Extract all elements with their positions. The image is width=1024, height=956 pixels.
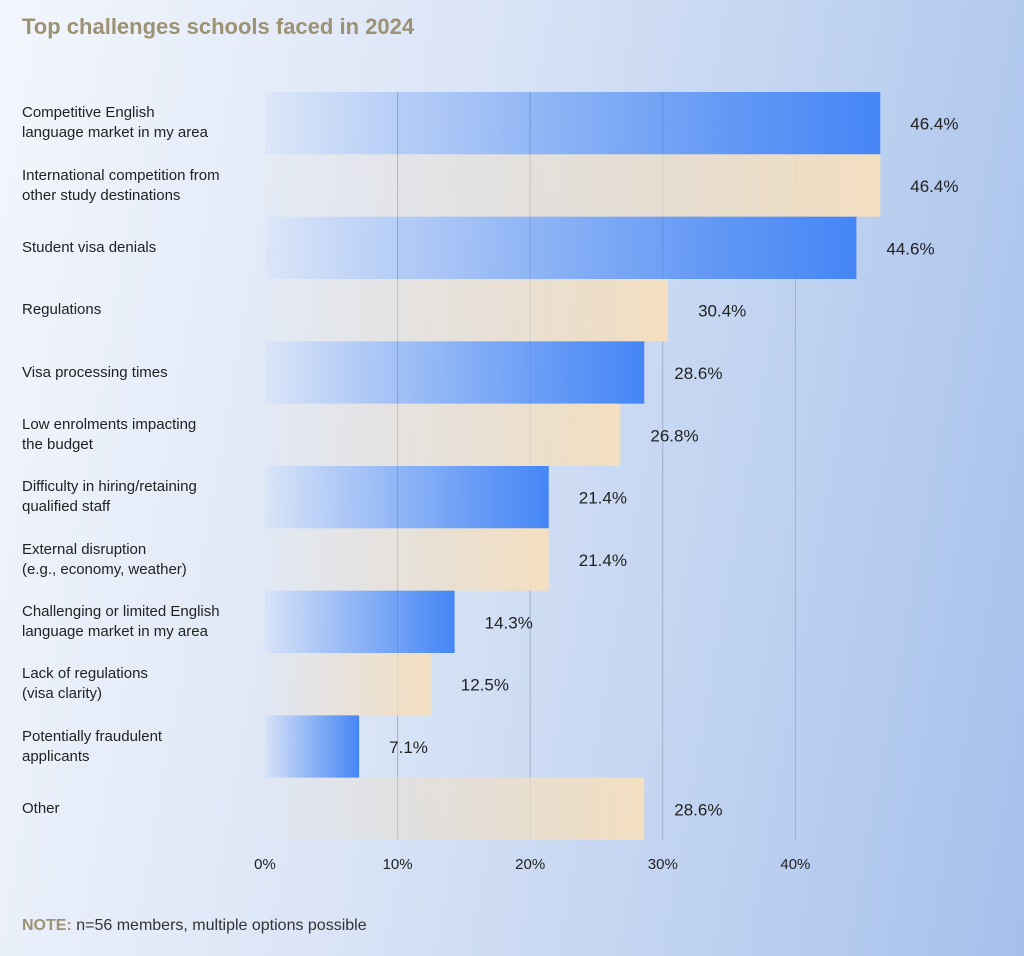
value-label: 7.1% — [389, 738, 428, 757]
value-label: 14.3% — [485, 613, 533, 632]
value-label: 26.8% — [650, 426, 698, 445]
category-label: Other — [22, 799, 60, 817]
bar — [265, 341, 645, 404]
category-label: Regulations — [22, 301, 102, 319]
bar — [265, 279, 669, 342]
category-label: Difficulty in hiring/retaining qualified… — [22, 478, 197, 516]
value-label: 28.6% — [674, 364, 722, 383]
category-label: Competitive English language market in m… — [22, 104, 208, 142]
value-label: 28.6% — [674, 800, 722, 819]
x-tick-label: 20% — [515, 856, 545, 873]
chart-title: Top challenges schools faced in 2024 — [22, 14, 415, 39]
note-label: NOTE: — [22, 917, 72, 934]
category-label: International competition from other stu… — [22, 166, 220, 204]
bar — [265, 154, 881, 217]
bar — [265, 653, 431, 716]
note: NOTE: n=56 members, multiple options pos… — [22, 917, 367, 935]
bar — [265, 466, 549, 529]
category-label: External disruption (e.g., economy, weat… — [22, 540, 187, 578]
category-label: Visa processing times — [22, 363, 168, 381]
bar — [265, 715, 360, 778]
bar — [265, 777, 645, 840]
value-label: 12.5% — [461, 676, 509, 695]
category-label: Low enrolments impacting the budget — [22, 415, 197, 453]
x-tick-label: 30% — [648, 856, 678, 873]
category-label: Lack of regulations (visa clarity) — [22, 665, 148, 703]
bar — [265, 216, 857, 279]
x-tick-label: 0% — [254, 856, 276, 873]
bar — [265, 590, 455, 653]
bar — [265, 403, 621, 466]
value-label: 21.4% — [579, 551, 627, 570]
x-tick-label: 10% — [383, 856, 413, 873]
value-label: 21.4% — [579, 489, 627, 508]
category-label: Challenging or limited English language … — [22, 602, 220, 640]
value-label: 46.4% — [910, 115, 958, 134]
value-label: 30.4% — [698, 302, 746, 321]
bar — [265, 528, 549, 591]
value-label: 44.6% — [886, 239, 934, 258]
category-label: Potentially fraudulent applicants — [22, 727, 163, 765]
bar — [265, 92, 881, 155]
value-label: 46.4% — [910, 177, 958, 196]
x-tick-label: 40% — [780, 856, 810, 873]
note-text: n=56 members, multiple options possible — [76, 917, 367, 934]
category-label: Student visa denials — [22, 238, 157, 256]
